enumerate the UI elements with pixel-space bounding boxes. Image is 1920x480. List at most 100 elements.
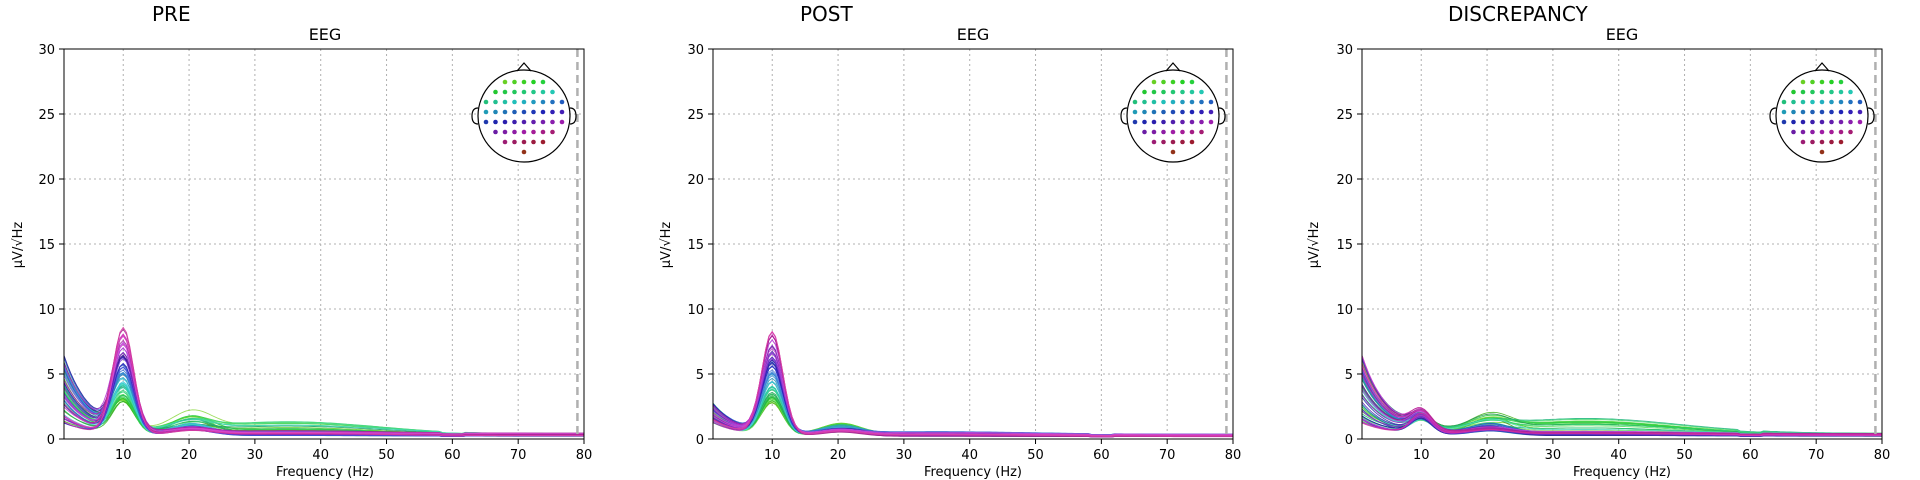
sensor-dot — [559, 119, 565, 125]
sensor-dot — [512, 99, 517, 105]
x-tick-label: 70 — [510, 448, 527, 463]
sensor-dot — [512, 79, 517, 85]
y-axis-label: µV/√Hz — [659, 222, 674, 269]
sensor-dot — [1189, 119, 1195, 125]
sensor-dot — [1189, 129, 1195, 135]
sensor-dot — [550, 89, 555, 95]
x-tick-label: 40 — [312, 448, 329, 463]
x-tick-label: 50 — [378, 448, 395, 463]
sensor-dot — [1208, 119, 1214, 125]
sensor-dot — [502, 129, 508, 135]
sensor-dot — [1781, 99, 1787, 105]
x-tick-label: 60 — [1742, 448, 1759, 463]
sensor-dot — [1151, 89, 1157, 95]
sensor-dot — [550, 129, 555, 135]
psd-curves — [712, 330, 1234, 438]
y-tick-label: 25 — [1336, 108, 1353, 123]
sensor-head-inset — [471, 62, 577, 163]
sensor-dot — [1838, 79, 1844, 85]
sensor-dot — [540, 99, 546, 105]
sensor-dot — [1189, 139, 1195, 145]
y-tick-label: 30 — [38, 43, 55, 58]
sensor-dot — [1142, 89, 1147, 95]
sensor-dot — [550, 109, 555, 115]
nose-icon — [516, 62, 532, 72]
sensor-dot — [521, 109, 527, 115]
sensor-dot — [1151, 129, 1157, 135]
sensor-dot — [1810, 119, 1815, 125]
sensor-dot — [1142, 109, 1147, 115]
sensor-dot — [1142, 119, 1147, 125]
y-tick-label: 20 — [1336, 173, 1353, 188]
axes-title: EEG — [957, 25, 990, 44]
sensor-dot — [483, 119, 489, 125]
head-outline — [1775, 69, 1869, 163]
sensor-dot — [1838, 99, 1844, 105]
panel-title: POST — [800, 2, 853, 26]
x-ticks: 10 20 30 40 50 60 70 80 — [764, 439, 1241, 463]
sensor-dot — [1819, 89, 1825, 95]
sensor-dot — [1829, 109, 1834, 115]
y-tick-label: 30 — [1336, 43, 1353, 58]
sensor-dot — [1170, 99, 1176, 105]
left-ear-icon — [1120, 107, 1128, 125]
sensor-dot — [1189, 109, 1195, 115]
y-tick-label: 20 — [687, 173, 704, 188]
x-tick-label: 80 — [1874, 448, 1891, 463]
sensor-dot — [502, 109, 508, 115]
sensor-dot — [1791, 109, 1796, 115]
x-tick-label: 60 — [1093, 448, 1110, 463]
sensor-dot — [1142, 99, 1147, 105]
sensor-dot — [531, 129, 536, 135]
panel-post: POST EEG 10 20 30 40 50 60 70 80 0 5 10 15 20 25 30 F… — [659, 2, 1241, 480]
y-ticks: 0 5 10 15 20 25 30 — [38, 43, 64, 448]
sensor-dot — [1800, 109, 1806, 115]
sensor-dot — [1838, 109, 1844, 115]
psd-channel-line — [63, 326, 584, 437]
sensor-dot — [1810, 129, 1815, 135]
sensor-dot — [1800, 99, 1806, 105]
sensor-dot — [502, 139, 508, 145]
sensor-dot — [1161, 129, 1166, 135]
psd-channel-line — [712, 380, 1233, 438]
sensor-dot — [531, 109, 536, 115]
psd-channel-line — [1361, 387, 1882, 434]
head-outline — [1126, 69, 1220, 163]
sensor-dot — [1791, 129, 1796, 135]
sensor-dot — [1838, 139, 1844, 145]
sensor-dot — [550, 99, 555, 105]
sensor-dot — [1800, 119, 1806, 125]
sensor-dot — [1810, 99, 1815, 105]
x-tick-label: 60 — [444, 448, 461, 463]
sensor-dot — [1170, 89, 1176, 95]
sensor-dot — [1857, 109, 1863, 115]
panel-pre: PRE EEG 10 20 30 40 50 60 70 80 0 5 10 15 20 25 30 Fr… — [11, 2, 592, 480]
head-outline — [477, 69, 571, 163]
psd-channel-line — [63, 335, 584, 435]
y-tick-label: 25 — [38, 108, 55, 123]
psd-channel-line — [712, 381, 1233, 438]
sensor-dot — [512, 119, 517, 125]
x-tick-label: 80 — [576, 448, 593, 463]
x-tick-label: 50 — [1027, 448, 1044, 463]
y-axis-label: µV/√Hz — [11, 222, 26, 269]
sensor-dot — [1199, 109, 1204, 115]
sensor-dot — [502, 89, 508, 95]
sensor-dot — [521, 129, 527, 135]
sensor-dot — [1800, 129, 1806, 135]
sensor-dot — [493, 99, 498, 105]
sensor-dot — [1180, 139, 1185, 145]
x-axis-label: Frequency (Hz) — [924, 465, 1022, 480]
sensor-dot — [540, 129, 546, 135]
sensor-dot — [493, 129, 498, 135]
sensor-dot — [521, 89, 527, 95]
sensor-dot — [1151, 109, 1157, 115]
sensor-dot — [1810, 89, 1815, 95]
sensor-dot — [1838, 119, 1844, 125]
sensor-dot — [1180, 129, 1185, 135]
sensor-dot — [521, 149, 527, 155]
sensor-dot — [1151, 119, 1157, 125]
sensor-dot — [1781, 119, 1787, 125]
psd-curves — [1361, 355, 1883, 437]
